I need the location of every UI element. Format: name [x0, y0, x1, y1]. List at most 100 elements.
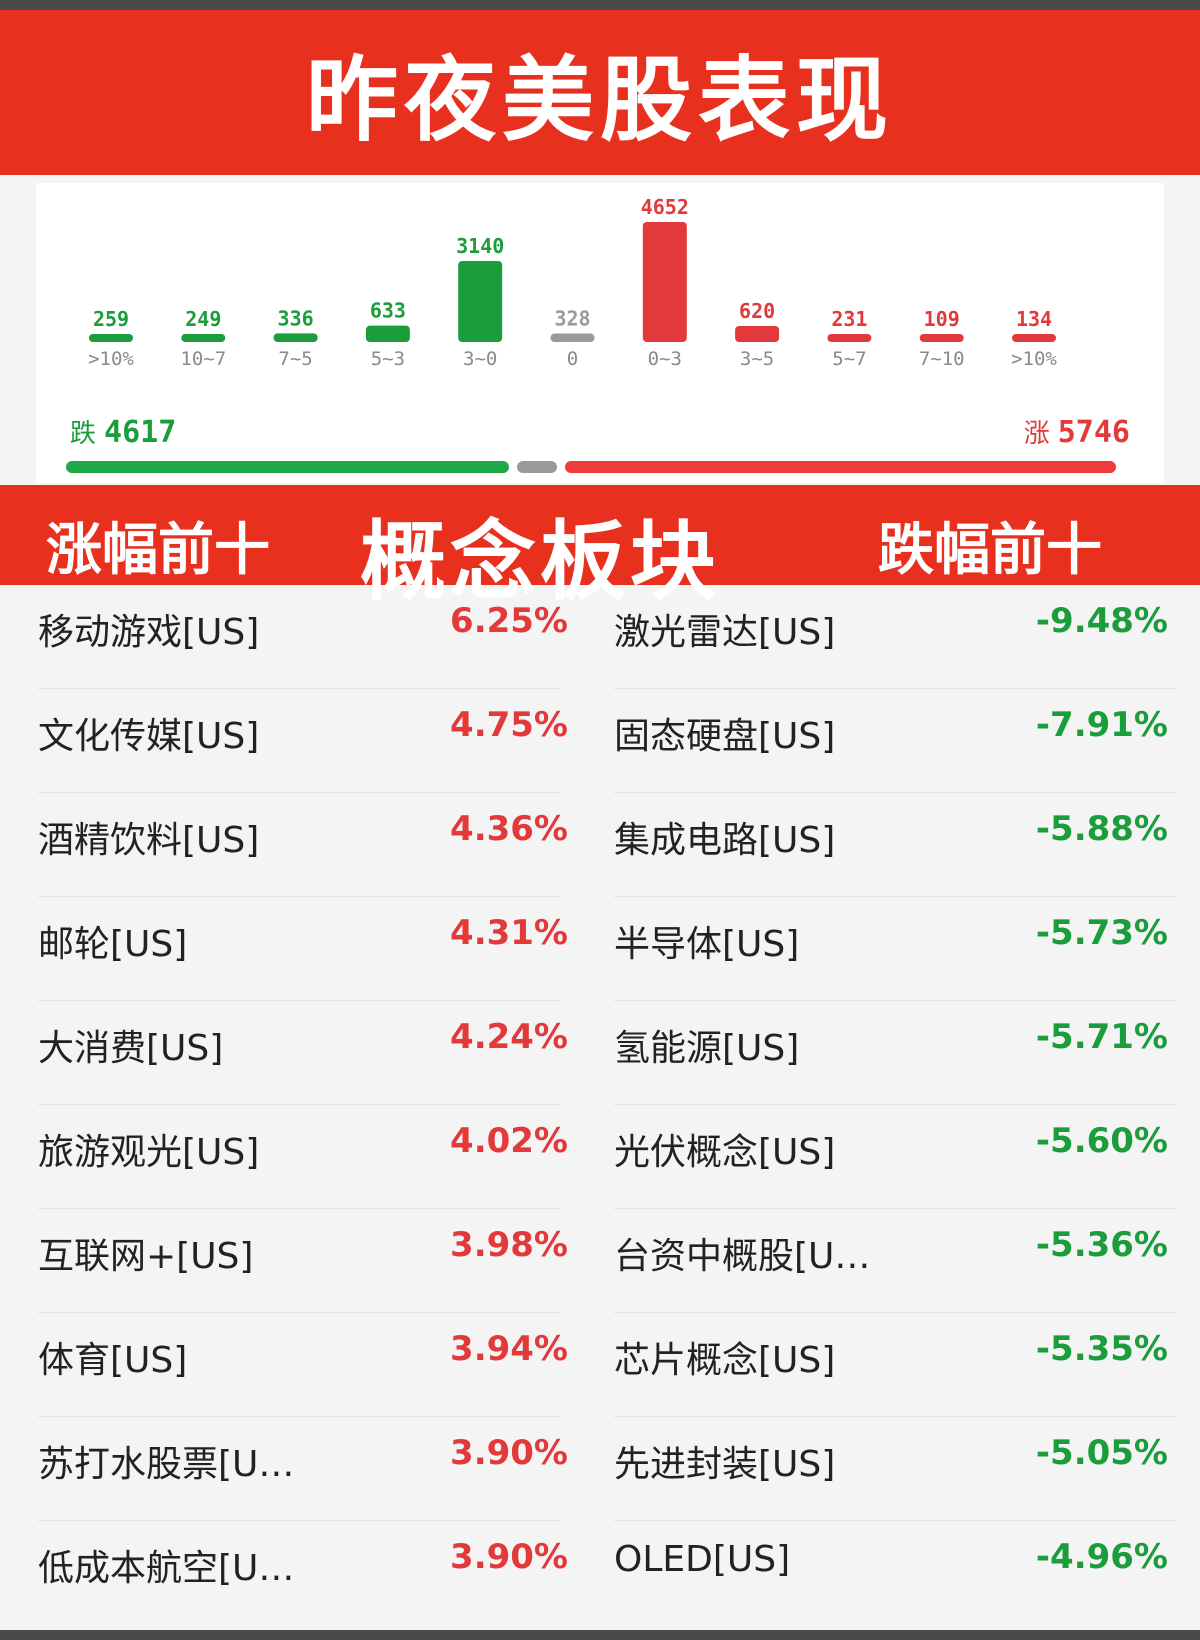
loser-row[interactable]: 氢能源[US] -5.71% — [600, 1001, 1200, 1105]
gainer-name: 邮轮[US] — [38, 924, 188, 965]
loser-pct: -7.91% — [1035, 705, 1168, 745]
gainer-row[interactable]: 互联网+[US] 3.98% — [0, 1209, 580, 1313]
rise-proportion-segment — [564, 461, 1116, 473]
loser-pct: -5.35% — [1035, 1329, 1168, 1369]
total-fall-label: 跌 — [70, 419, 97, 449]
category-label: 7~10 — [919, 348, 965, 370]
distribution-bar-chart: 259 >10% 249 10~7 336 7~5 633 5~3 3140 3~0 328 0 465… — [88, 195, 1057, 370]
gainer-pct: 4.02% — [450, 1121, 568, 1161]
row-divider — [38, 1208, 560, 1209]
gainer-row[interactable]: 邮轮[US] 4.31% — [0, 897, 580, 1001]
bar-value-label: 231 — [831, 307, 867, 331]
loser-row[interactable]: 台资中概股[U… -5.36% — [600, 1209, 1200, 1313]
gainers-list: 移动游戏[US] 6.25% 文化传媒[US] 4.75% 酒精饮料[US] 4.36… — [0, 585, 580, 1625]
row-divider — [38, 1520, 560, 1521]
bar-value-label: 620 — [739, 299, 775, 323]
loser-row[interactable]: 光伏概念[US] -5.60% — [600, 1105, 1200, 1209]
loser-row[interactable]: 集成电路[US] -5.88% — [600, 793, 1200, 897]
gainer-name: 大消费[US] — [38, 1028, 224, 1069]
row-divider — [38, 896, 560, 897]
row-divider — [38, 1000, 560, 1001]
loser-pct: -5.71% — [1035, 1017, 1168, 1057]
gainer-row[interactable]: 酒精饮料[US] 4.36% — [0, 793, 580, 897]
gainer-row[interactable]: 低成本航空[U… 3.90% — [0, 1521, 580, 1625]
gainer-pct: 6.25% — [450, 601, 568, 641]
loser-pct: -5.05% — [1035, 1433, 1168, 1473]
losers-header: 跌幅前十 — [878, 518, 1102, 583]
loser-row[interactable]: 半导体[US] -5.73% — [600, 897, 1200, 1001]
fall-proportion-segment — [66, 461, 509, 473]
distribution-card: 259 >10% 249 10~7 336 7~5 633 5~3 3140 3~0 328 0 465… — [36, 183, 1164, 483]
category-label: 5~7 — [832, 348, 866, 370]
row-divider — [38, 792, 560, 793]
bar-value-label: 249 — [185, 307, 221, 331]
bar-value-label: 328 — [554, 307, 590, 331]
bar-value-label: 336 — [278, 306, 314, 330]
bar-rise — [642, 222, 687, 342]
row-divider — [38, 688, 560, 689]
gainers-header: 涨幅前十 — [46, 518, 270, 583]
bar-fall — [181, 334, 226, 342]
loser-row[interactable]: OLED[US] -4.96% — [600, 1521, 1200, 1625]
bar-rise — [735, 326, 780, 342]
gainer-name: 酒精饮料[US] — [38, 820, 260, 861]
bar-value-label: 109 — [924, 307, 960, 331]
loser-name: 激光雷达[US] — [614, 612, 836, 653]
gainer-pct: 3.94% — [450, 1329, 568, 1369]
page: 昨夜美股表现 259 >10% 249 10~7 336 7~5 633 5~3 3140 3~0… — [0, 10, 1200, 1630]
gainer-pct: 3.90% — [450, 1537, 568, 1577]
loser-pct: -5.73% — [1035, 913, 1168, 953]
gainer-pct: 4.75% — [450, 705, 568, 745]
category-label: 3~5 — [740, 348, 774, 370]
bar-fall — [273, 333, 318, 342]
section-header-band: 涨幅前十 概念板块 跌幅前十 — [0, 485, 1200, 612]
loser-name: 芯片概念[US] — [614, 1340, 836, 1381]
loser-pct: -5.88% — [1035, 809, 1168, 849]
loser-row[interactable]: 先进封装[US] -5.05% — [600, 1417, 1200, 1521]
row-divider — [38, 1104, 560, 1105]
loser-row[interactable]: 激光雷达[US] -9.48% — [600, 585, 1200, 689]
loser-name: 固态硬盘[US] — [614, 716, 836, 757]
page-title: 昨夜美股表现 — [305, 47, 894, 154]
loser-row[interactable]: 芯片概念[US] -5.35% — [600, 1313, 1200, 1417]
row-divider — [614, 1416, 1176, 1417]
bar-flat — [550, 333, 595, 342]
bar-value-label: 134 — [1016, 307, 1052, 331]
category-label: >10% — [88, 348, 134, 370]
loser-row[interactable]: 固态硬盘[US] -7.91% — [600, 689, 1200, 793]
gainer-row[interactable]: 移动游戏[US] 6.25% — [0, 585, 580, 689]
gainer-row[interactable]: 大消费[US] 4.24% — [0, 1001, 580, 1105]
gainer-pct: 4.31% — [450, 913, 568, 953]
gainer-row[interactable]: 体育[US] 3.94% — [0, 1313, 580, 1417]
gainer-name: 旅游观光[US] — [38, 1132, 260, 1173]
bar-value-label: 4652 — [641, 195, 689, 219]
loser-name: 先进封装[US] — [614, 1444, 836, 1485]
bar-rise — [919, 334, 964, 342]
gainer-name: 文化传媒[US] — [38, 716, 260, 757]
category-label: 10~7 — [180, 348, 226, 370]
gainer-row[interactable]: 文化传媒[US] 4.75% — [0, 689, 580, 793]
total-rise-value: 5746 — [1057, 415, 1130, 450]
bar-value-label: 259 — [93, 307, 129, 331]
gainer-row[interactable]: 苏打水股票[U… 3.90% — [0, 1417, 580, 1521]
bar-value-label: 3140 — [456, 234, 504, 258]
flat-proportion-segment — [516, 461, 557, 473]
gainer-pct: 3.90% — [450, 1433, 568, 1473]
total-rise-label: 涨 — [1023, 419, 1050, 449]
loser-name: 光伏概念[US] — [614, 1132, 836, 1173]
gainer-row[interactable]: 旅游观光[US] 4.02% — [0, 1105, 580, 1209]
gainer-pct: 3.98% — [450, 1225, 568, 1265]
row-divider — [614, 896, 1176, 897]
row-divider — [38, 1416, 560, 1417]
row-divider — [38, 1312, 560, 1313]
loser-pct: -5.60% — [1035, 1121, 1168, 1161]
category-label: 7~5 — [278, 348, 312, 370]
loser-name: 半导体[US] — [614, 924, 800, 965]
gainer-pct: 4.24% — [450, 1017, 568, 1057]
gainer-name: 体育[US] — [38, 1340, 188, 1381]
gainer-name: 移动游戏[US] — [38, 612, 260, 653]
bar-value-label: 633 — [370, 299, 406, 323]
loser-pct: -9.48% — [1035, 601, 1168, 641]
category-label: 0~3 — [648, 348, 682, 370]
row-divider — [614, 1208, 1176, 1209]
